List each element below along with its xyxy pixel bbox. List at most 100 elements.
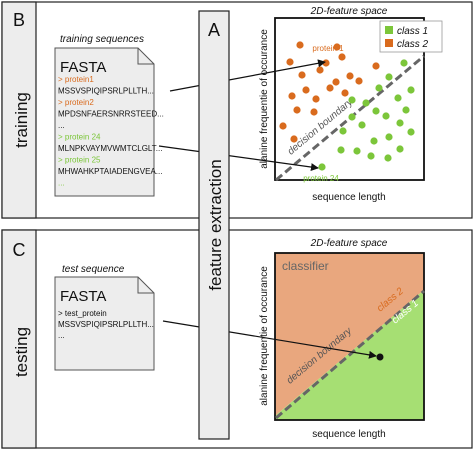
legend-label-class1: class 1 xyxy=(397,26,428,37)
test-protein-point xyxy=(376,353,384,361)
training-label: training xyxy=(12,92,31,148)
class2-region xyxy=(275,253,424,416)
class2-point xyxy=(293,106,301,114)
panel-letter-b: B xyxy=(13,10,25,30)
class2-point xyxy=(302,86,310,94)
sequence-line: MHWAHKPTAIADENGVEA... xyxy=(58,167,162,176)
training-scatter-points xyxy=(279,41,415,171)
class2-point xyxy=(355,77,363,85)
class1-point xyxy=(318,163,326,171)
class1-point xyxy=(402,106,410,114)
class2-point xyxy=(288,92,296,100)
sequence-line: MSSVSPIQIPSRLPLLTH... xyxy=(58,87,154,96)
feature-extraction-bar: A feature extraction xyxy=(198,10,230,440)
testing-side-strip xyxy=(1,229,37,449)
class1-point xyxy=(407,128,415,136)
class2-point xyxy=(346,72,354,80)
test-fasta-title: FASTA xyxy=(60,288,106,305)
training-plot-xlabel: sequence length xyxy=(312,192,385,203)
training-legend: class 1 class 2 xyxy=(379,20,443,53)
testing-plot-title: 2D-feature space xyxy=(310,238,388,249)
training-plot-title: 2D-feature space xyxy=(310,6,388,17)
sequence-line: > protein 24 xyxy=(58,133,101,142)
class1-point xyxy=(384,154,392,162)
training-panel: B training training sequences FASTA > pr… xyxy=(1,1,473,219)
sequence-line: > test_protein xyxy=(58,309,107,318)
classifier-label: classifier xyxy=(282,259,329,273)
testing-panel: C testing test sequence FASTA > test_pro… xyxy=(1,229,473,449)
class2-point xyxy=(296,41,304,49)
sequence-line: ... xyxy=(58,331,65,340)
testing-plot-area xyxy=(274,252,425,421)
testing-decision-boundary-line xyxy=(275,289,425,420)
training-sequence-lines: > protein1 MSSVSPIQIPSRLPLLTH... > protein… xyxy=(58,75,164,188)
class2-point xyxy=(338,53,346,61)
class1-point xyxy=(358,121,366,129)
point-label-protein-24: protein 24 xyxy=(303,174,339,183)
training-side-strip xyxy=(1,1,37,219)
feature-extraction-box xyxy=(198,10,230,440)
feature-extraction-label: feature extraction xyxy=(206,159,225,290)
testing-plot-ylabel: alanine frequentie of occurance xyxy=(259,266,270,406)
class2-point xyxy=(372,62,380,70)
legend-swatch-class1 xyxy=(385,26,393,34)
document-fold xyxy=(137,48,154,65)
sequence-line: MLNPKVAYMVWMTCLGLT... xyxy=(58,144,162,153)
training-plot-ylabel: alanine frequentie of occurance xyxy=(259,29,270,169)
class2-point xyxy=(312,95,320,103)
class1-point xyxy=(400,59,408,67)
class2-point xyxy=(316,66,324,74)
sequence-line: MPDSNFAERSNRRSTEED... xyxy=(58,110,164,119)
class2-point xyxy=(298,71,306,79)
test-sequence-lines: > test_protein MSSVSPIQIPSRLPLLTH...... xyxy=(58,309,154,340)
class1-point xyxy=(382,112,390,120)
sequence-line: MSSVSPIQIPSRLPLLTH... xyxy=(58,320,154,329)
class2-point xyxy=(310,108,318,116)
class2-point xyxy=(341,89,349,97)
sequence-line: ... xyxy=(58,121,65,130)
class2-point xyxy=(333,43,341,51)
class2-point xyxy=(326,84,334,92)
class1-point xyxy=(367,152,375,160)
class1-point xyxy=(407,86,415,94)
sequence-line: ... xyxy=(58,179,65,188)
sequence-line: > protein 25 xyxy=(58,156,101,165)
class1-point xyxy=(372,107,380,115)
test-document-fold xyxy=(137,277,154,294)
class1-point xyxy=(396,119,404,127)
class2-point xyxy=(322,59,330,67)
training-fasta-title: FASTA xyxy=(60,59,106,76)
class2-point xyxy=(279,122,287,130)
panel-letter-c: C xyxy=(13,240,26,260)
class1-point xyxy=(394,94,402,102)
arrow-protein24-to-point xyxy=(158,145,319,172)
class1-point xyxy=(339,127,347,135)
class1-point xyxy=(375,84,383,92)
class2-point xyxy=(332,78,340,86)
arrow-protein1-to-point xyxy=(169,59,326,92)
class1-point xyxy=(353,147,361,155)
class1-point xyxy=(385,133,393,141)
legend-swatch-class2 xyxy=(385,39,393,47)
point-label-protein-1: protein 1 xyxy=(312,44,344,53)
testing-label: testing xyxy=(12,327,31,377)
legend-label-class2: class 2 xyxy=(397,39,429,50)
class1-point xyxy=(348,96,356,104)
class1-point xyxy=(362,99,370,107)
training-fasta-document xyxy=(54,47,155,197)
class1-point xyxy=(370,137,378,145)
class2-point xyxy=(290,135,298,143)
class1-point xyxy=(348,113,356,121)
class1-point xyxy=(396,145,404,153)
class1-point xyxy=(385,73,393,81)
sequence-line: > protein2 xyxy=(58,98,94,107)
panel-letter-a: A xyxy=(208,20,220,40)
training-caption: training sequences xyxy=(60,34,144,45)
testing-plot-xlabel: sequence length xyxy=(312,429,385,440)
class2-point xyxy=(286,58,294,66)
class1-point xyxy=(337,146,345,154)
sequence-line: > protein1 xyxy=(58,75,94,84)
test-caption: test sequence xyxy=(62,264,125,275)
test-fasta-document xyxy=(54,276,155,371)
